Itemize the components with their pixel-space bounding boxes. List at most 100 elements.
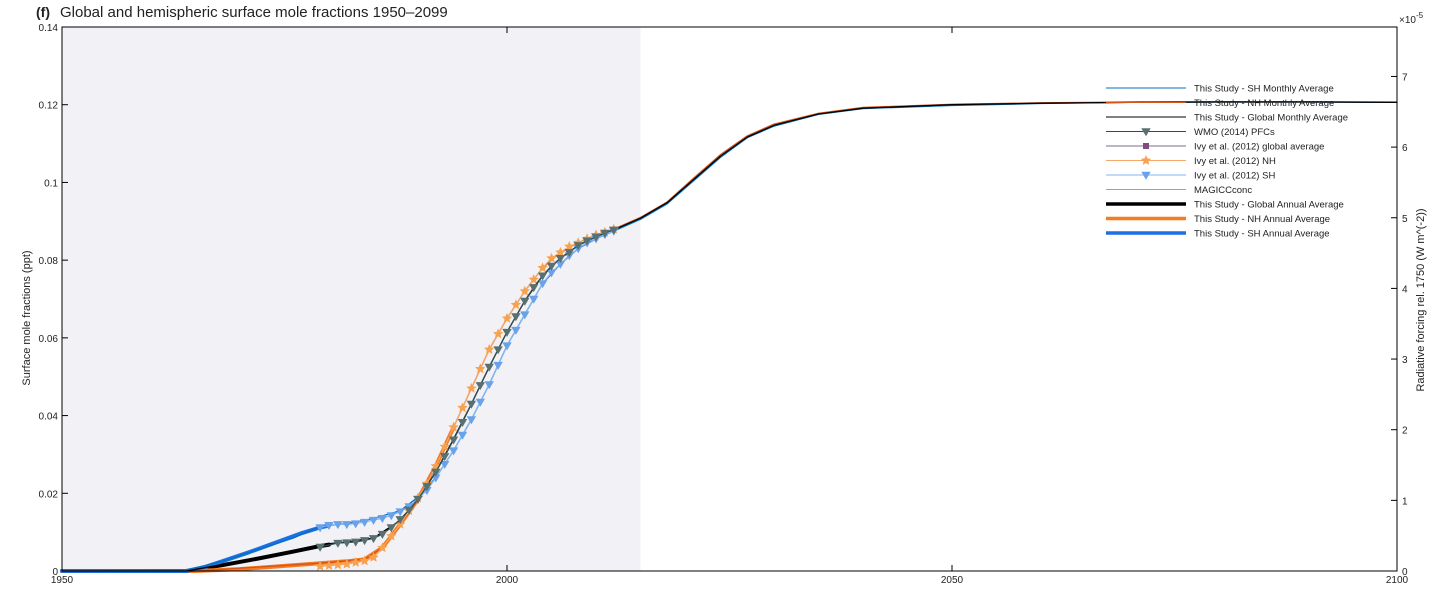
data-point	[564, 241, 575, 251]
legend-label: Ivy et al. (2012) SH	[1194, 171, 1275, 182]
data-point	[377, 514, 388, 523]
data-point	[520, 311, 530, 320]
y-tick-label: 0.04	[39, 412, 59, 423]
data-point	[315, 543, 325, 552]
data-point	[546, 252, 557, 263]
y-tick-label: 0.14	[39, 23, 59, 34]
data-point	[395, 508, 405, 517]
x-tick-label: 2050	[941, 575, 964, 586]
data-point	[537, 272, 548, 281]
y2-tick-label: 1	[1402, 496, 1408, 507]
data-point	[493, 361, 503, 370]
data-point	[448, 436, 459, 445]
y-tick-label: 0.06	[39, 334, 59, 345]
data-point	[537, 262, 548, 273]
data-point	[466, 382, 477, 393]
data-point	[466, 400, 477, 409]
legend-label: Ivy et al. (2012) global average	[1194, 142, 1324, 153]
data-point	[324, 521, 334, 530]
y-axis-label: Surface mole fractions (ppt)	[21, 250, 33, 385]
data-point	[448, 421, 459, 432]
legend-entry: This Study - SH Monthly Average	[1106, 84, 1334, 95]
legend-label: This Study - Global Annual Average	[1194, 200, 1344, 211]
data-point	[359, 555, 370, 566]
y-tick-label: 0.12	[39, 101, 59, 112]
data-point	[342, 539, 352, 548]
data-point	[501, 312, 513, 323]
data-point	[341, 558, 352, 569]
data-point	[368, 535, 379, 544]
y2-tick-label: 0	[1402, 567, 1408, 578]
legend-label: This Study - NH Annual Average	[1194, 214, 1330, 225]
data-point	[315, 524, 325, 533]
data-point	[528, 274, 539, 284]
data-point	[386, 524, 396, 533]
plot-frame	[61, 26, 1398, 572]
data-point	[529, 284, 539, 293]
legend-entry: Ivy et al. (2012) NH	[1106, 155, 1276, 167]
data-point	[475, 363, 486, 374]
data-point	[475, 398, 485, 407]
data-point	[511, 313, 521, 322]
data-point	[546, 262, 557, 271]
data-point	[466, 416, 477, 425]
data-point	[600, 229, 610, 238]
data-point	[440, 453, 450, 462]
data-point	[555, 254, 566, 263]
data-point	[368, 516, 379, 525]
data-point	[440, 460, 450, 469]
data-point	[582, 237, 592, 246]
data-point	[439, 441, 450, 452]
y2-tick-label: 6	[1402, 143, 1408, 154]
y-tick-label: 0.1	[44, 178, 58, 189]
series-3	[315, 226, 619, 552]
y-tick-label: 0	[52, 567, 58, 578]
y2-tick-label: 5	[1402, 214, 1408, 225]
data-point	[350, 557, 361, 567]
legend-label: This Study - NH Monthly Average	[1194, 98, 1334, 109]
data-point	[484, 381, 494, 390]
data-point	[555, 246, 566, 257]
legend-entry: Ivy et al. (2012) global average	[1106, 142, 1324, 153]
series-line	[319, 230, 615, 529]
data-point	[502, 328, 512, 337]
data-point	[457, 431, 468, 440]
data-point	[359, 537, 370, 546]
data-point	[377, 530, 388, 539]
data-point	[404, 506, 414, 515]
data-point	[510, 299, 522, 310]
axes-layer: 1950 2000 2050 210000.020.040.060.080.10.12…	[39, 23, 1409, 586]
legend-entry: MAGICCconc	[1106, 185, 1252, 196]
data-point	[529, 295, 539, 304]
legend-entry: This Study - Global Annual Average	[1106, 200, 1344, 211]
data-point	[368, 551, 379, 562]
data-point	[351, 538, 361, 547]
y2-tick-label: 2	[1402, 426, 1408, 437]
data-point	[377, 542, 388, 553]
data-point	[609, 226, 619, 235]
data-point	[564, 249, 574, 258]
data-point	[323, 560, 335, 570]
legend-entry: This Study - NH Monthly Average	[1106, 98, 1334, 109]
legend-label: This Study - SH Monthly Average	[1194, 84, 1334, 95]
data-point	[1141, 171, 1151, 180]
data-point	[1143, 143, 1149, 149]
data-point	[359, 518, 370, 527]
legend-label: WMO (2014) PFCs	[1194, 127, 1275, 138]
data-point	[386, 530, 397, 541]
data-point	[475, 382, 485, 391]
y2-axis-label: Radiative forcing rel. 1750 (W m^(-2))	[1415, 208, 1427, 391]
data-point	[484, 363, 494, 372]
data-point	[519, 285, 530, 296]
data-point	[351, 520, 361, 529]
legend-entry: Ivy et al. (2012) SH	[1106, 171, 1275, 182]
y-tick-label: 0.08	[39, 256, 59, 267]
data-point	[1141, 128, 1151, 137]
data-point	[492, 328, 504, 339]
data-point	[431, 468, 441, 477]
data-point	[493, 346, 503, 355]
data-point	[457, 418, 468, 427]
series-layer	[60, 100, 1398, 573]
